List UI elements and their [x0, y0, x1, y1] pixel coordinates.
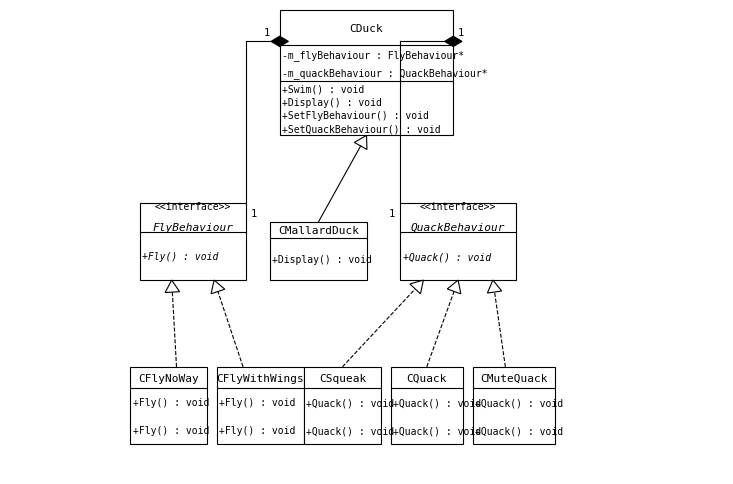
Bar: [130, 367, 207, 444]
Text: +Fly() : void: +Fly() : void: [219, 397, 296, 408]
Text: +Fly() : void: +Fly() : void: [219, 425, 296, 435]
Bar: [473, 367, 555, 444]
Text: 1: 1: [251, 208, 257, 218]
Text: +Fly() : void: +Fly() : void: [133, 425, 209, 435]
Text: +Quack() : void: +Quack() : void: [475, 425, 563, 435]
Text: CQuack: CQuack: [407, 373, 447, 383]
Text: QuackBehaviour: QuackBehaviour: [411, 223, 505, 233]
Bar: [217, 367, 303, 444]
Text: +Display() : void: +Display() : void: [273, 255, 372, 265]
Text: +Quack() : void: +Quack() : void: [306, 425, 394, 435]
Text: FlyBehaviour: FlyBehaviour: [152, 223, 233, 233]
Bar: [391, 367, 463, 444]
Text: CFlyNoWay: CFlyNoWay: [139, 373, 199, 383]
Text: +Quack() : void: +Quack() : void: [475, 397, 563, 408]
Text: <<interface>>: <<interface>>: [155, 201, 231, 211]
Text: CDuck: CDuck: [350, 24, 383, 33]
Text: CSqueak: CSqueak: [319, 373, 366, 383]
Bar: [400, 203, 516, 281]
Text: -m_flyBehaviour : FlyBehaviour*: -m_flyBehaviour : FlyBehaviour*: [282, 50, 464, 60]
Text: +Display() : void: +Display() : void: [282, 97, 382, 107]
Text: +Quack() : void: +Quack() : void: [306, 397, 394, 408]
Bar: [280, 11, 453, 136]
Text: 1: 1: [264, 28, 270, 37]
Text: +Quack() : void: +Quack() : void: [402, 252, 491, 262]
Polygon shape: [445, 37, 462, 47]
Text: +Quack() : void: +Quack() : void: [393, 425, 481, 435]
Bar: [270, 223, 366, 281]
Text: +Quack() : void: +Quack() : void: [393, 397, 481, 408]
Text: 1: 1: [458, 28, 465, 37]
Text: <<interface>>: <<interface>>: [420, 201, 496, 211]
Bar: [303, 367, 381, 444]
Text: +SetQuackBehaviour() : void: +SetQuackBehaviour() : void: [282, 124, 441, 135]
Text: CMuteQuack: CMuteQuack: [480, 373, 548, 383]
Polygon shape: [271, 37, 288, 47]
Text: +Swim() : void: +Swim() : void: [282, 84, 364, 94]
Text: -m_quackBehaviour : QuackBehaviour*: -m_quackBehaviour : QuackBehaviour*: [282, 68, 487, 78]
Text: CFlyWithWings: CFlyWithWings: [216, 373, 304, 383]
Text: +Fly() : void: +Fly() : void: [133, 397, 209, 408]
Text: CMallardDuck: CMallardDuck: [278, 226, 358, 236]
Text: +Fly() : void: +Fly() : void: [142, 252, 218, 262]
Text: +SetFlyBehaviour() : void: +SetFlyBehaviour() : void: [282, 111, 429, 121]
Text: 1: 1: [389, 208, 395, 218]
Bar: [140, 203, 246, 281]
